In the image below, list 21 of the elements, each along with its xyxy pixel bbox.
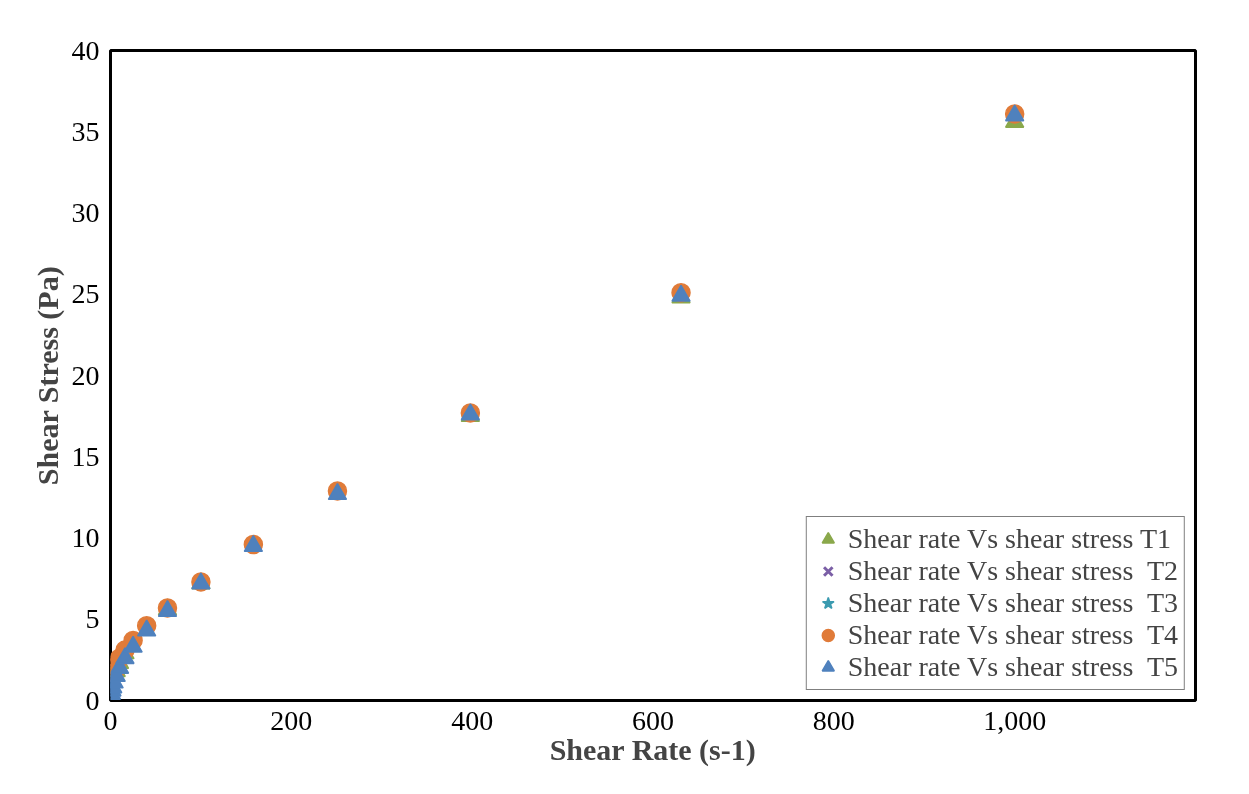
y-tick-label: 10 (71, 522, 100, 553)
y-tick-label: 35 (71, 115, 100, 147)
x-tick-label: 200 (270, 704, 313, 736)
x-tick-label: 400 (451, 704, 494, 736)
x-tick-label: 1,000 (983, 704, 1047, 736)
y-tick-label: 20 (71, 359, 100, 391)
legend-label: Shear rate Vs shear stress T3 (847, 587, 1178, 619)
point (123, 635, 143, 653)
legend-label: Shear rate Vs shear stress T2 (847, 555, 1178, 587)
y-tick-label: 40 (71, 34, 100, 66)
y-tick-label: 25 (71, 278, 100, 310)
legend-label: Shear rate Vs shear stress T4 (847, 619, 1178, 651)
y-tick-label: 0 (85, 684, 100, 716)
legend-label: Shear rate Vs shear stress T5 (847, 651, 1178, 683)
legend-label: Shear rate Vs shear stress T1 (847, 523, 1171, 555)
x-tick-label: 800 (812, 704, 855, 736)
y-tick-label: 30 (71, 197, 100, 228)
y-tick-label: 5 (85, 603, 100, 635)
point (115, 647, 135, 665)
y-axis-title: Shear Stress (Pa) (30, 266, 65, 486)
y-tick-label: 15 (71, 440, 100, 472)
